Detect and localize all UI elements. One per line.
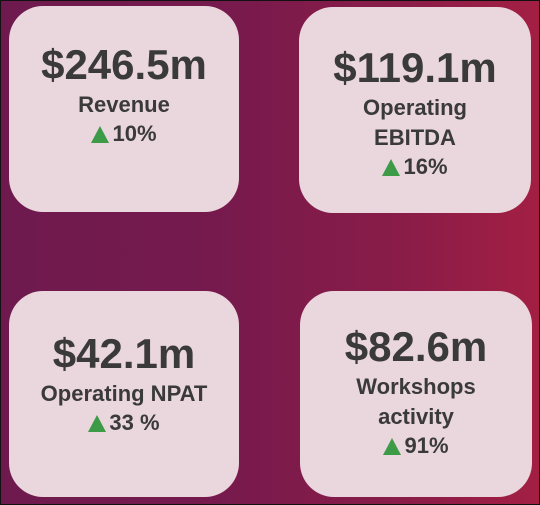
- kpi-label-line: Workshops: [356, 374, 476, 399]
- kpi-label: Revenue: [78, 92, 170, 117]
- kpi-change-value: 16%: [403, 154, 448, 179]
- triangle-up-icon: [382, 158, 401, 176]
- kpi-label: Operating EBITDA: [363, 93, 467, 153]
- kpi-change: 91%: [383, 432, 449, 460]
- triangle-up-icon: [383, 437, 402, 455]
- kpi-label-line: Operating: [363, 95, 467, 120]
- kpi-label: Workshops activity: [356, 372, 475, 432]
- kpi-card-operating-npat: $42.1m Operating NPAT 33 %: [9, 291, 239, 497]
- kpi-change: 10%: [91, 120, 157, 148]
- kpi-amount: $82.6m: [344, 323, 488, 370]
- kpi-change-value: 33 %: [109, 410, 160, 435]
- kpi-change: 16%: [382, 153, 448, 181]
- kpi-label-line: activity: [378, 404, 454, 429]
- kpi-amount: $246.5m: [41, 41, 207, 88]
- kpi-change-value: 10%: [112, 121, 157, 146]
- triangle-up-icon: [88, 414, 107, 432]
- kpi-card-revenue: $246.5m Revenue 10%: [9, 6, 239, 212]
- kpi-amount: $42.1m: [52, 330, 196, 377]
- kpi-change: 33 %: [88, 409, 160, 437]
- kpi-card-operating-ebitda: $119.1m Operating EBITDA 16%: [299, 7, 531, 213]
- kpi-card-workshops-activity: $82.6m Workshops activity 91%: [300, 291, 532, 497]
- triangle-up-icon: [91, 125, 110, 143]
- kpi-label: Operating NPAT: [40, 381, 208, 406]
- kpi-amount: $119.1m: [333, 44, 497, 91]
- kpi-label-line: EBITDA: [374, 125, 456, 150]
- kpi-change-value: 91%: [404, 433, 449, 458]
